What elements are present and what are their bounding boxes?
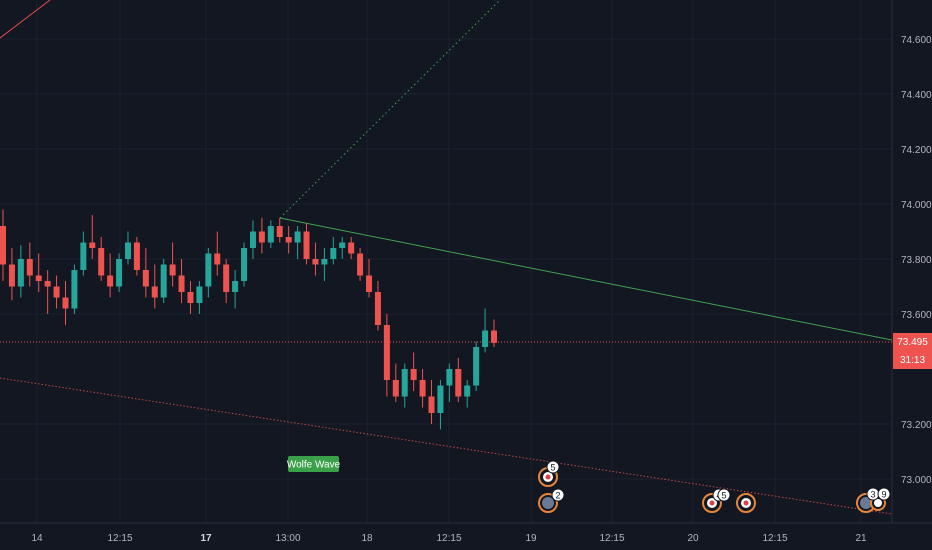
candle (464, 380, 471, 408)
candle (124, 231, 131, 265)
candle (44, 270, 51, 314)
candle (392, 363, 399, 402)
candle (374, 281, 381, 331)
candle (357, 248, 364, 281)
event-marker-group-5[interactable]: 3 9 (856, 487, 891, 513)
candle (330, 237, 337, 265)
time-tick-label: 21 (855, 533, 867, 544)
candle (160, 259, 167, 303)
event-marker-group-4[interactable] (736, 493, 756, 513)
candle (437, 380, 444, 430)
last-price-value: 73.495 (897, 337, 928, 348)
candle (285, 226, 292, 254)
wolfe-wave-label[interactable]: Wolfe Wave (287, 456, 341, 472)
price-tick-label: 73.000 (901, 475, 932, 486)
candle (383, 314, 390, 397)
candle (17, 245, 24, 298)
time-tick-label: 18 (361, 533, 373, 544)
event-marker-group-3[interactable]: 4 5 (702, 488, 731, 513)
candle (196, 281, 203, 314)
candle (116, 253, 123, 292)
bar-countdown: 31:13 (900, 355, 925, 366)
price-tick-label: 74.000 (901, 200, 932, 211)
last-price-label: 73.495 31:13 (893, 333, 932, 369)
candle (419, 369, 426, 408)
candle (276, 217, 283, 243)
candle (312, 242, 319, 276)
event-marker-group-2[interactable]: 2 (538, 488, 565, 513)
candle (214, 231, 221, 276)
candle (366, 259, 373, 298)
candle (169, 242, 176, 287)
candle (482, 308, 489, 353)
candle (232, 270, 239, 309)
candles (0, 209, 497, 430)
price-tick-label: 74.600 (901, 35, 932, 46)
wolfe-wave-segment-top-left[interactable] (0, 0, 51, 39)
event-badge-count: 5 (550, 463, 555, 473)
candle (491, 319, 497, 347)
wolfe-wave-label-text: Wolfe Wave (287, 460, 341, 471)
candle (178, 259, 185, 303)
candle (35, 253, 42, 292)
candle (98, 237, 105, 281)
grid (0, 0, 892, 523)
candle (455, 358, 462, 402)
candle (446, 363, 453, 402)
event-marker-group-1[interactable]: 5 (538, 460, 560, 487)
candle (26, 242, 33, 287)
time-tick-label: 12:15 (107, 533, 132, 544)
candle (151, 264, 158, 309)
price-tick-label: 73.200 (901, 420, 932, 431)
candle (62, 281, 69, 325)
candle (249, 220, 256, 259)
time-tick-label: 12:15 (599, 533, 624, 544)
candle (107, 253, 114, 298)
candle (473, 341, 480, 391)
candle (80, 231, 87, 276)
time-tick-label: 14 (31, 533, 43, 544)
candle (294, 226, 301, 259)
time-tick-label: 20 (687, 533, 699, 544)
price-tick-label: 74.200 (901, 145, 932, 156)
candle (258, 217, 265, 254)
price-tick-label: 73.800 (901, 255, 932, 266)
event-badge-count: 5 (721, 491, 726, 501)
candle (89, 215, 96, 259)
candle (321, 248, 328, 281)
candle (71, 264, 78, 314)
event-badge-count: 3 (870, 490, 875, 500)
price-axis[interactable]: 74.600 74.400 74.200 74.000 73.800 73.600 73.2… (901, 35, 932, 486)
time-axis[interactable]: 14 12:15 17 13:00 18 12:15 19 12:15 20 12:15 21 (31, 533, 867, 544)
event-badge-count: 9 (881, 490, 886, 500)
time-tick-label: 12:15 (436, 533, 461, 544)
candle (223, 259, 230, 303)
candle (205, 248, 212, 298)
candle (133, 237, 140, 276)
time-tick-label: 19 (525, 533, 537, 544)
time-tick-label: 13:00 (275, 533, 300, 544)
candle (339, 237, 346, 259)
candle (428, 380, 435, 424)
time-tick-label: 17 (200, 533, 212, 544)
candle (142, 248, 149, 298)
candle (348, 237, 355, 259)
candle (0, 209, 6, 281)
candle (241, 242, 248, 287)
candle (410, 352, 417, 391)
price-tick-label: 74.400 (901, 90, 932, 101)
candle (267, 220, 274, 248)
candle (303, 223, 310, 265)
candle (401, 363, 408, 408)
wolfe-wave-upper-trendline[interactable] (279, 217, 893, 341)
event-badge-count: 2 (555, 491, 560, 501)
candle (8, 248, 15, 301)
candle (53, 275, 60, 309)
time-tick-label: 12:15 (762, 533, 787, 544)
candle (187, 281, 194, 314)
price-tick-label: 73.600 (901, 310, 932, 321)
